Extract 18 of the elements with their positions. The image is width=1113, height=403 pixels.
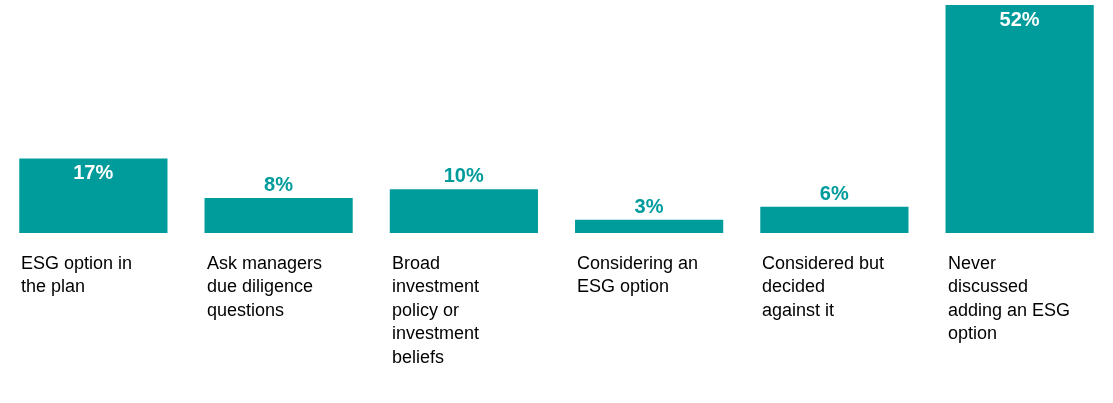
data-label: 3% <box>634 194 664 217</box>
data-label: 10% <box>443 164 484 187</box>
bar <box>389 189 538 233</box>
bar <box>945 5 1094 233</box>
x-tick-label: Considering an ESG option <box>577 253 699 297</box>
data-label: 17% <box>73 161 114 184</box>
data-label: 6% <box>819 181 849 204</box>
x-tick-label: Considered but decided against it <box>762 253 885 320</box>
bar <box>575 219 724 233</box>
x-tick-label: Ask managers due diligence questions <box>207 253 323 320</box>
bar <box>760 206 909 233</box>
data-label: 52% <box>999 8 1040 30</box>
x-tick-label: ESG option in the plan <box>21 253 133 297</box>
bar <box>19 158 168 233</box>
x-tick-label: Never discussed adding an ESG option <box>948 253 1071 344</box>
data-label: 8% <box>264 172 294 195</box>
bar <box>204 197 353 233</box>
x-tick-label: Broad investment policy or investment beliefs <box>392 253 480 367</box>
